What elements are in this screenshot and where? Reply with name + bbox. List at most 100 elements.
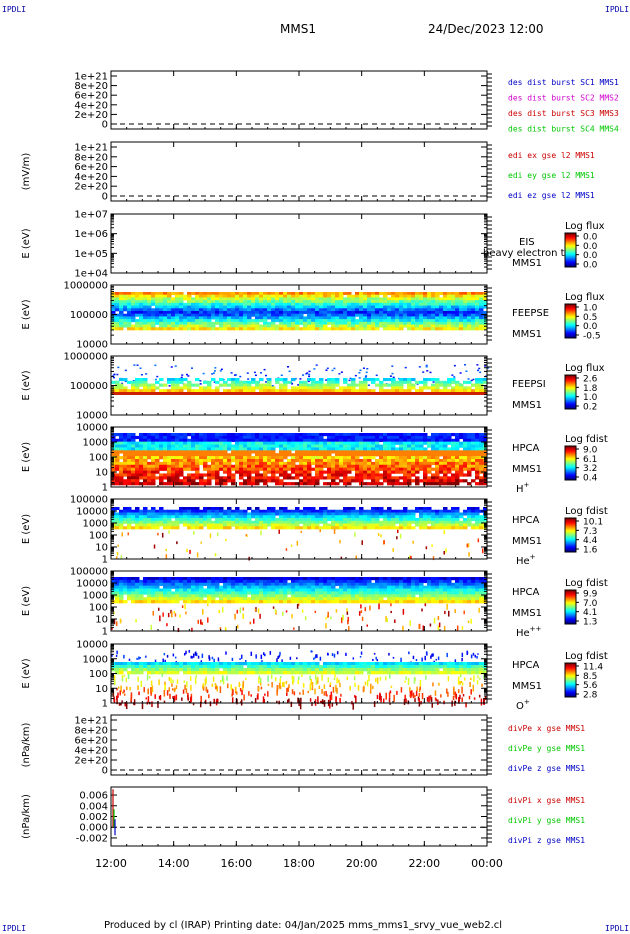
- heat-cell: [191, 311, 196, 315]
- heat-cell: [203, 453, 208, 457]
- heat-cell: [303, 523, 308, 527]
- heat-cell: [335, 467, 340, 471]
- heat-cell: [379, 444, 384, 448]
- heat-cell: [155, 305, 160, 309]
- heat-cell: [383, 461, 388, 466]
- heat-cell: [439, 292, 444, 296]
- heat-cell: [275, 526, 280, 530]
- heat-cell: [307, 470, 312, 474]
- heat-cell: [319, 324, 324, 328]
- heat-cell: [347, 389, 352, 393]
- heat-cell: [331, 473, 336, 477]
- heat-cell: [383, 378, 388, 382]
- heat-cell: [235, 435, 240, 440]
- heat-cell: [183, 461, 188, 466]
- heat-cell: [243, 389, 248, 393]
- heat-cell: [231, 509, 236, 513]
- heat-dot: [121, 382, 124, 385]
- heat-cell: [163, 308, 168, 312]
- heat-cell: [243, 321, 248, 325]
- heat-cell: [359, 327, 364, 331]
- heat-cell: [483, 378, 488, 382]
- heat-cell: [463, 302, 468, 306]
- heat-cell: [315, 327, 320, 331]
- heat-cell: [191, 313, 196, 317]
- heat-cell: [279, 473, 284, 477]
- heat-cell: [379, 482, 384, 486]
- heat-cell: [463, 512, 468, 516]
- heat-dot: [199, 383, 202, 385]
- heat-cell: [259, 453, 264, 457]
- heat-cell: [315, 479, 320, 483]
- heat-cell: [247, 456, 252, 460]
- heat-cell: [267, 294, 272, 298]
- heat-cell: [127, 319, 132, 323]
- heat-cell: [119, 467, 124, 471]
- heat-cell: [323, 302, 328, 306]
- heat-cell: [375, 450, 380, 454]
- heat-cell: [211, 512, 216, 516]
- heat-cell: [163, 383, 168, 387]
- heat-cell: [187, 523, 192, 527]
- heat-cell: [279, 447, 284, 451]
- heat-cell: [471, 305, 476, 309]
- heat-cell: [219, 467, 224, 471]
- heat-cell: [419, 389, 424, 393]
- colorbar-cell: [565, 262, 576, 265]
- heat-cell: [307, 313, 312, 317]
- heat-cell: [455, 473, 460, 477]
- heat-cell: [251, 526, 256, 530]
- heat-cell: [227, 447, 232, 451]
- heat-cell: [471, 297, 476, 301]
- colorbar-cell: [565, 388, 576, 391]
- heat-cell: [463, 450, 468, 454]
- heat-cell: [139, 512, 144, 516]
- heat-cell: [411, 467, 416, 471]
- heat-cell: [227, 305, 232, 309]
- heat-cell: [135, 383, 140, 387]
- heat-cell: [275, 444, 280, 448]
- heat-cell: [127, 316, 132, 320]
- colorbar-cell: [565, 330, 576, 332]
- heat-cell: [231, 447, 236, 451]
- colorbar-tick-label: 0.0: [583, 261, 598, 271]
- heat-cell: [447, 378, 452, 382]
- heat-cell: [187, 433, 192, 437]
- heat-cell: [187, 476, 192, 480]
- heat-cell: [147, 324, 152, 328]
- heat-cell: [395, 470, 400, 474]
- heat-cell: [263, 319, 268, 323]
- heat-dot: [478, 367, 481, 370]
- heat-cell: [331, 308, 336, 312]
- heat-cell: [247, 526, 252, 530]
- heat-cell: [407, 383, 412, 387]
- heat-cell: [191, 515, 196, 519]
- heat-cell: [451, 512, 456, 516]
- heat-cell: [135, 459, 140, 463]
- heat-cell: [435, 378, 440, 382]
- heat-cell: [283, 319, 288, 323]
- heat-cell: [379, 450, 384, 454]
- heat-cell: [439, 515, 444, 519]
- heat-cell: [367, 515, 372, 519]
- heat-cell: [363, 459, 368, 463]
- heat-cell: [183, 327, 188, 331]
- heat-cell: [111, 482, 116, 486]
- heat-cell: [431, 386, 436, 390]
- heat-cell: [291, 467, 296, 471]
- heat-cell: [119, 520, 124, 524]
- heat-cell: [279, 389, 284, 393]
- heat-cell: [243, 459, 248, 463]
- colorbar-cell: [565, 463, 576, 465]
- heat-cell: [243, 311, 248, 315]
- heat-cell: [195, 467, 200, 471]
- heat-cell: [171, 470, 176, 474]
- heat-cell: [303, 456, 308, 460]
- heat-cell: [359, 386, 364, 390]
- heat-cell: [411, 450, 416, 454]
- heat-cell: [215, 470, 220, 474]
- heat-cell: [275, 433, 280, 437]
- heat-cell: [403, 308, 408, 312]
- heat-cell: [231, 300, 236, 304]
- heat-cell: [335, 327, 340, 331]
